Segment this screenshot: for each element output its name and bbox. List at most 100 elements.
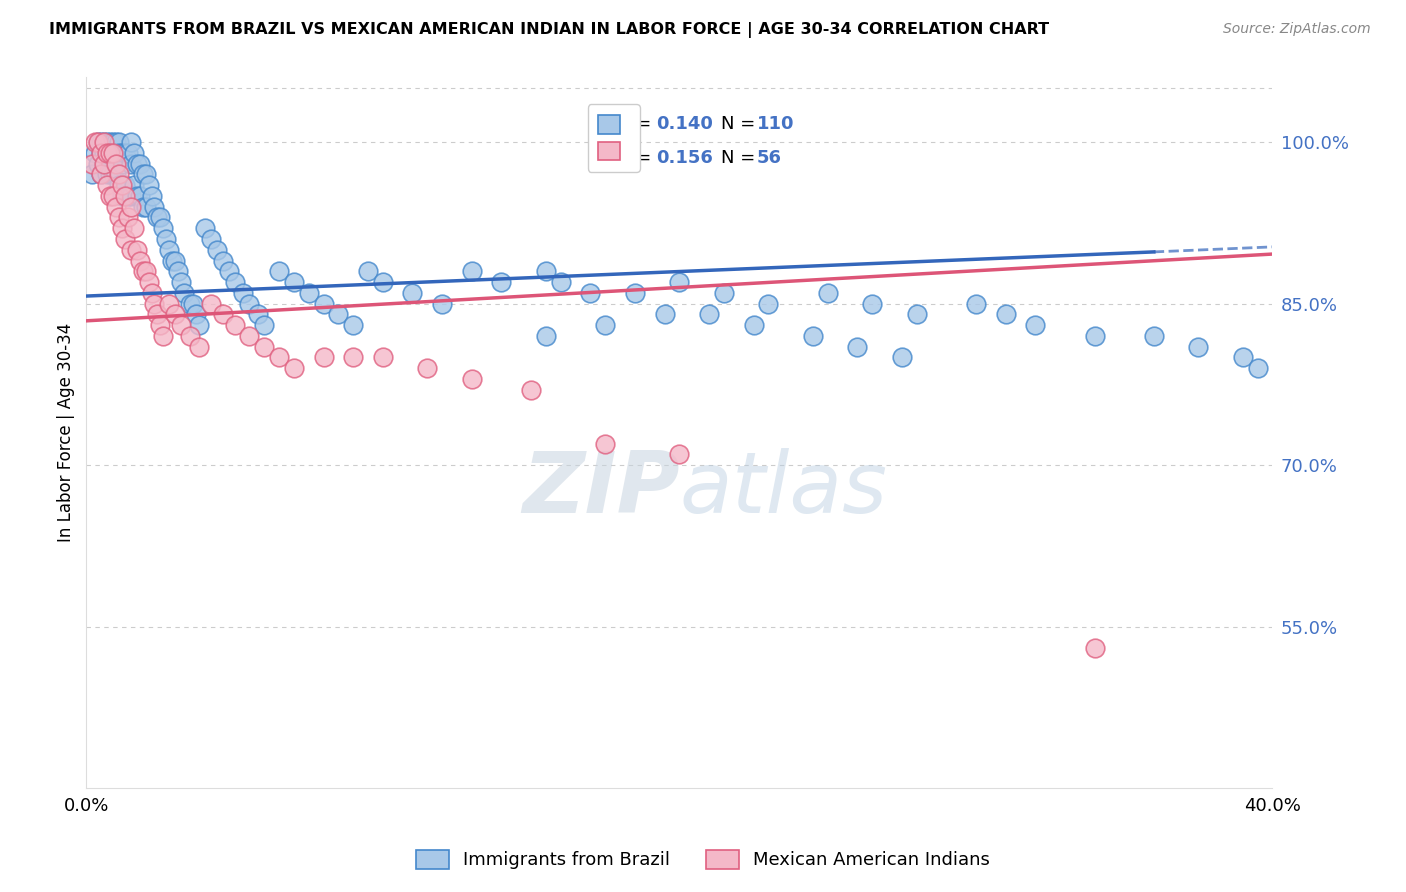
- Point: [371, 275, 394, 289]
- Point: [117, 145, 139, 160]
- Point: [120, 243, 142, 257]
- Point: [211, 253, 233, 268]
- Point: [401, 285, 423, 300]
- Point: [416, 361, 439, 376]
- Point: [104, 135, 127, 149]
- Text: Source: ZipAtlas.com: Source: ZipAtlas.com: [1223, 22, 1371, 37]
- Point: [170, 275, 193, 289]
- Point: [520, 383, 543, 397]
- Point: [1024, 318, 1046, 333]
- Point: [111, 221, 134, 235]
- Point: [114, 189, 136, 203]
- Point: [742, 318, 765, 333]
- Point: [534, 264, 557, 278]
- Point: [253, 340, 276, 354]
- Point: [111, 178, 134, 193]
- Point: [101, 135, 124, 149]
- Point: [157, 243, 180, 257]
- Point: [122, 145, 145, 160]
- Point: [82, 156, 104, 170]
- Point: [200, 296, 222, 310]
- Text: 0.156: 0.156: [655, 149, 713, 167]
- Point: [93, 156, 115, 170]
- Text: N =: N =: [721, 149, 761, 167]
- Point: [143, 200, 166, 214]
- Point: [141, 285, 163, 300]
- Point: [104, 200, 127, 214]
- Point: [114, 178, 136, 193]
- Point: [1083, 329, 1105, 343]
- Point: [101, 189, 124, 203]
- Point: [200, 232, 222, 246]
- Point: [108, 178, 131, 193]
- Point: [654, 307, 676, 321]
- Point: [491, 275, 513, 289]
- Point: [96, 145, 118, 160]
- Point: [101, 167, 124, 181]
- Point: [117, 211, 139, 225]
- Point: [108, 211, 131, 225]
- Point: [173, 285, 195, 300]
- Text: 110: 110: [756, 115, 794, 133]
- Text: R =: R =: [617, 149, 657, 167]
- Point: [120, 189, 142, 203]
- Point: [668, 447, 690, 461]
- Point: [238, 329, 260, 343]
- Point: [98, 167, 121, 181]
- Point: [152, 221, 174, 235]
- Point: [298, 285, 321, 300]
- Point: [87, 135, 110, 149]
- Point: [994, 307, 1017, 321]
- Text: R =: R =: [617, 115, 657, 133]
- Point: [122, 178, 145, 193]
- Point: [120, 200, 142, 214]
- Point: [108, 145, 131, 160]
- Point: [143, 296, 166, 310]
- Point: [162, 253, 184, 268]
- Point: [87, 156, 110, 170]
- Point: [461, 264, 484, 278]
- Point: [96, 135, 118, 149]
- Point: [111, 189, 134, 203]
- Point: [1187, 340, 1209, 354]
- Point: [98, 145, 121, 160]
- Point: [135, 167, 157, 181]
- Point: [120, 156, 142, 170]
- Point: [846, 340, 869, 354]
- Point: [267, 351, 290, 365]
- Point: [125, 189, 148, 203]
- Point: [114, 232, 136, 246]
- Point: [188, 318, 211, 333]
- Point: [155, 232, 177, 246]
- Point: [253, 318, 276, 333]
- Point: [1083, 641, 1105, 656]
- Point: [104, 156, 127, 170]
- Point: [131, 264, 153, 278]
- Point: [232, 285, 254, 300]
- Point: [801, 329, 824, 343]
- Point: [357, 264, 380, 278]
- Point: [93, 135, 115, 149]
- Point: [96, 178, 118, 193]
- Point: [550, 275, 572, 289]
- Point: [96, 167, 118, 181]
- Point: [965, 296, 987, 310]
- Point: [149, 211, 172, 225]
- Text: ZIP: ZIP: [522, 448, 679, 532]
- Point: [579, 285, 602, 300]
- Point: [283, 361, 305, 376]
- Point: [93, 145, 115, 160]
- Point: [238, 296, 260, 310]
- Point: [1143, 329, 1166, 343]
- Point: [211, 307, 233, 321]
- Point: [593, 436, 616, 450]
- Point: [179, 329, 201, 343]
- Point: [84, 145, 107, 160]
- Point: [371, 351, 394, 365]
- Point: [756, 296, 779, 310]
- Point: [111, 156, 134, 170]
- Point: [224, 318, 246, 333]
- Point: [98, 145, 121, 160]
- Point: [128, 189, 150, 203]
- Point: [90, 167, 112, 181]
